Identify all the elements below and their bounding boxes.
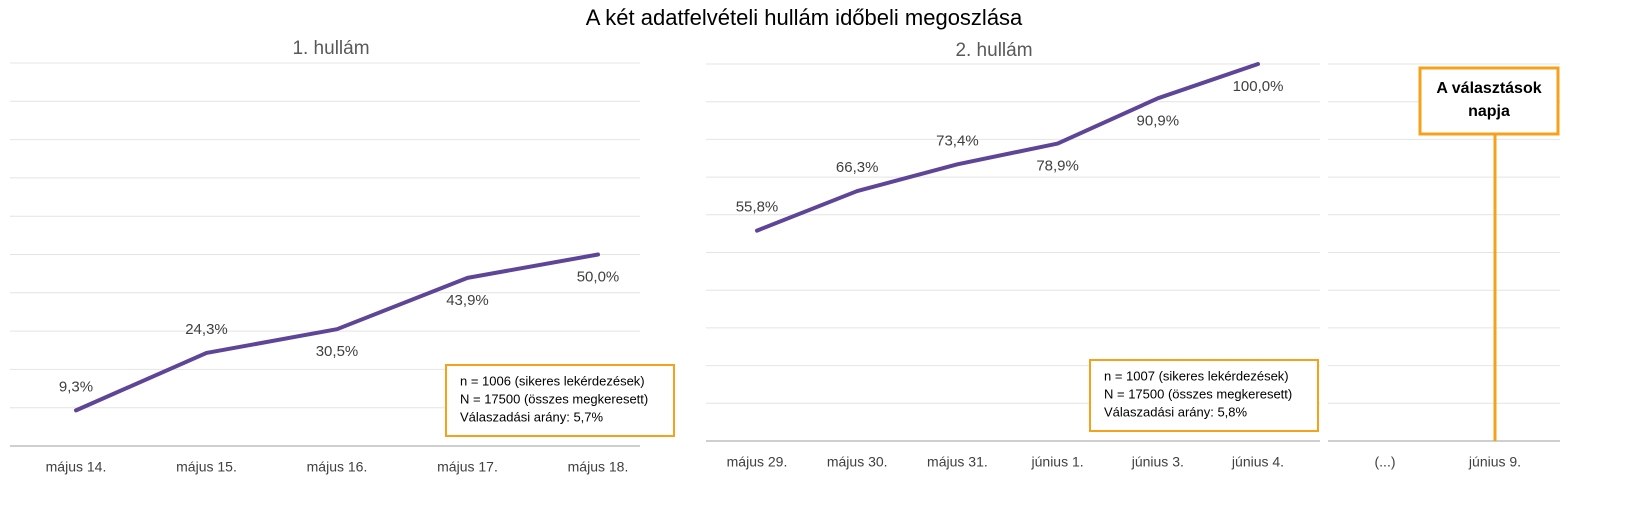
x-tick-label: május 15. (176, 459, 237, 475)
data-label: 73,4% (936, 132, 979, 149)
x-tick-label: (...) (1375, 454, 1396, 470)
data-label: 90,9% (1137, 112, 1180, 129)
x-tick-label: május 14. (46, 459, 107, 475)
note-box (1089, 359, 1319, 432)
x-tick-label: május 16. (307, 459, 368, 475)
x-tick-label: május 17. (437, 459, 498, 475)
data-label: 30,5% (316, 343, 359, 360)
data-label: 78,9% (1036, 158, 1079, 175)
data-label: 50,0% (577, 268, 620, 285)
data-label: 55,8% (736, 199, 779, 216)
line-series (74, 252, 600, 413)
chart-title: A két adatfelvételi hullám időbeli megos… (586, 5, 1023, 30)
note-text: n = 1007 (sikeres lekérdezések) (1104, 368, 1289, 383)
x-tick-label: május 30. (827, 454, 888, 470)
annotation-text: napja (1468, 103, 1510, 120)
note-text: Válaszadási arány: 5,7% (460, 409, 604, 424)
data-label: 66,3% (836, 159, 879, 176)
x-tick-label: június 4. (1231, 454, 1284, 470)
x-tick-label: június 3. (1131, 454, 1184, 470)
note-box (445, 364, 675, 437)
x-tick-label: május 18. (568, 459, 629, 475)
line-series (755, 62, 1260, 233)
data-label: 24,3% (185, 321, 228, 338)
data-label: 43,9% (446, 292, 489, 309)
panel-title: 2. hullám (955, 40, 1032, 61)
annotation-box (1418, 66, 1560, 136)
x-tick-label: június 1. (1031, 454, 1084, 470)
note-text: N = 17500 (összes megkeresett) (460, 391, 648, 406)
annotation-text: A választások (1436, 80, 1541, 97)
x-tick-label: június 9. (1468, 454, 1521, 470)
note-text: n = 1006 (sikeres lekérdezések) (460, 373, 645, 388)
data-label: 100,0% (1233, 78, 1284, 95)
note-text: N = 17500 (összes megkeresett) (1104, 386, 1292, 401)
x-tick-label: május 29. (727, 454, 788, 470)
panel-title: 1. hullám (292, 38, 369, 59)
note-text: Válaszadási arány: 5,8% (1104, 404, 1248, 419)
data-label: 9,3% (59, 378, 93, 395)
x-tick-label: május 31. (927, 454, 988, 470)
